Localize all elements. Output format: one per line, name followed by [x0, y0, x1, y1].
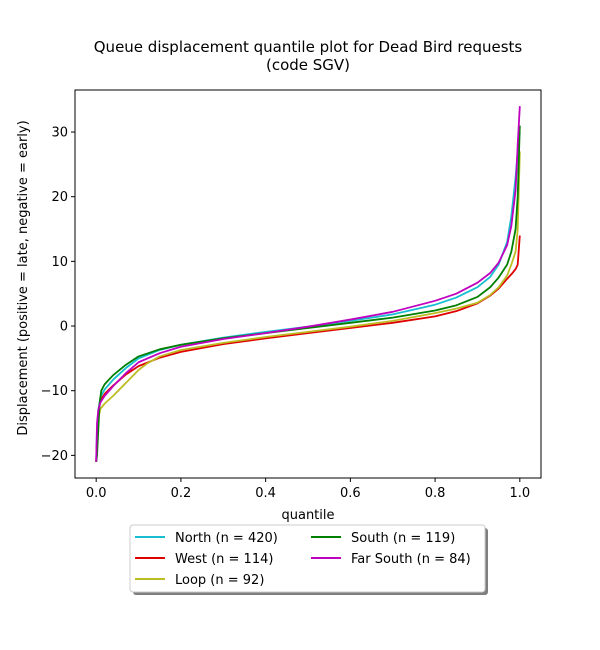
x-axis-label: quantile	[281, 508, 334, 523]
y-axis-ticks: −20 −10 0 10 20 30	[41, 126, 75, 464]
legend-label-4: Far South (n = 84)	[351, 552, 471, 567]
x-tick-label-5: 1.0	[509, 486, 530, 501]
x-tick-label-0: 0.0	[86, 486, 107, 501]
x-axis-ticks: 0.0 0.2 0.4 0.6 0.8 1.0	[86, 478, 530, 501]
series-line-4	[95, 106, 521, 462]
y-tick-label-2: 0	[60, 320, 68, 335]
y-tick-label-1: −10	[41, 384, 68, 399]
legend-label-2: Loop (n = 92)	[175, 573, 264, 588]
legend: North (n = 420) West (n = 114) Loop (n = 9…	[129, 524, 488, 595]
x-tick-label-3: 0.6	[340, 486, 361, 501]
legend-label-0: North (n = 420)	[175, 531, 278, 546]
legend-box	[129, 524, 486, 593]
y-tick-label-5: 30	[51, 126, 68, 141]
legend-label-1: West (n = 114)	[175, 552, 273, 567]
series-line-0	[95, 131, 521, 462]
y-tick-label-4: 20	[51, 190, 68, 205]
plot-lines	[95, 106, 521, 462]
y-tick-label-3: 10	[51, 255, 68, 270]
x-tick-label-2: 0.4	[255, 486, 276, 501]
y-tick-label-0: −20	[41, 449, 68, 464]
x-tick-label-1: 0.2	[171, 486, 192, 501]
y-axis-label: Displacement (positive = late, negative …	[16, 120, 31, 435]
plot-frame	[74, 89, 542, 479]
series-line-1	[95, 235, 521, 462]
series-line-2	[95, 151, 521, 462]
legend-label-3: South (n = 119)	[351, 531, 455, 546]
chart-subtitle: (code SGV)	[266, 56, 350, 74]
x-tick-label-4: 0.8	[425, 486, 446, 501]
chart-title: Queue displacement quantile plot for Dea…	[94, 38, 523, 56]
legend-items: North (n = 420) West (n = 114) Loop (n = 9…	[135, 531, 471, 588]
